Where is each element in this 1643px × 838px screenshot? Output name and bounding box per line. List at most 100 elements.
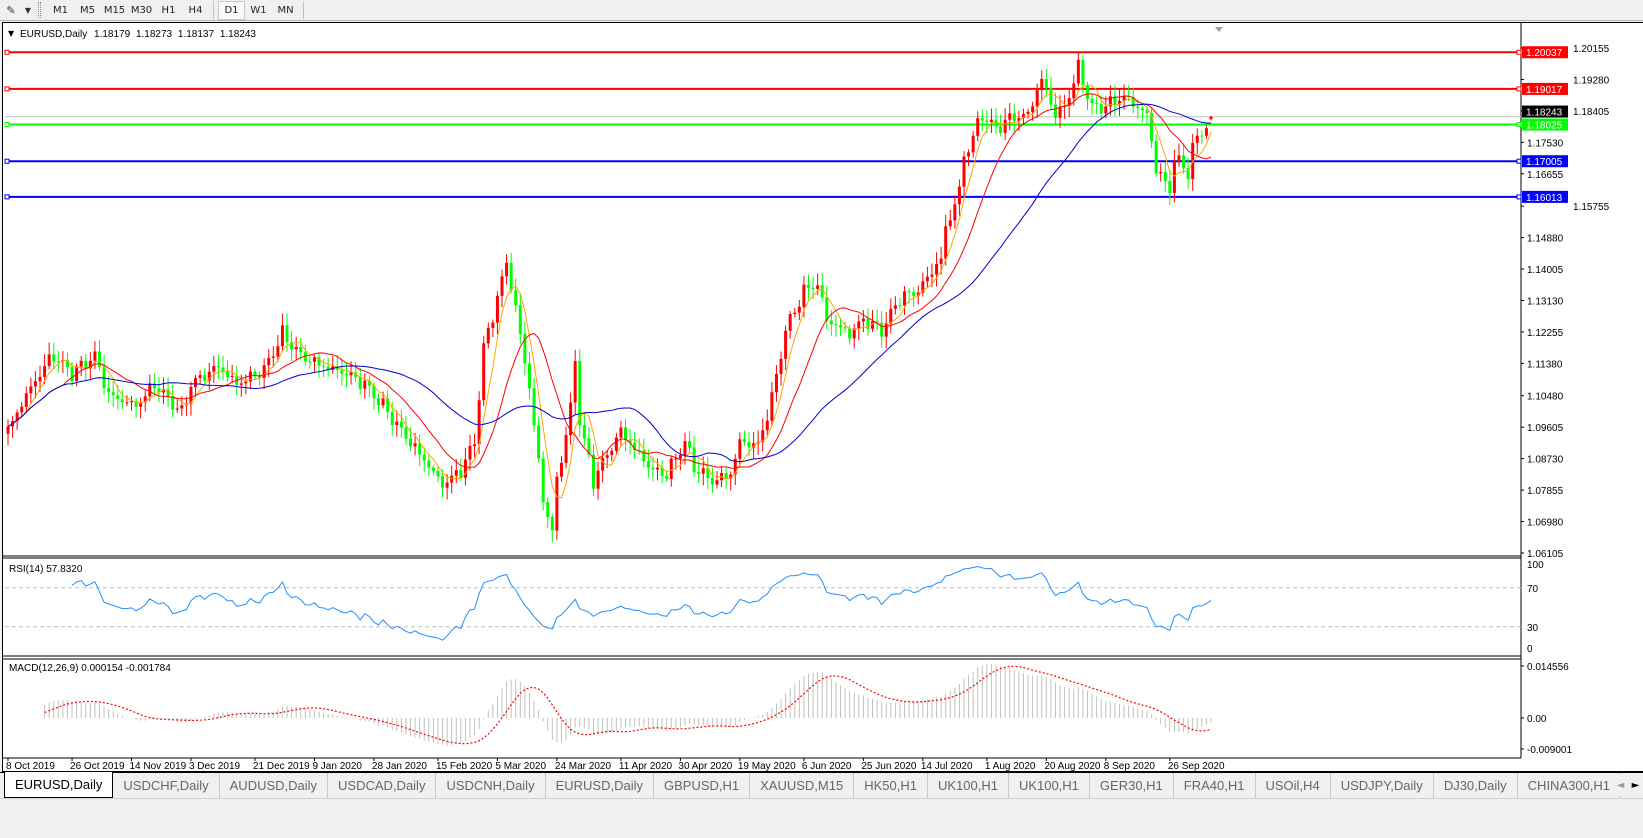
candle-body bbox=[779, 358, 783, 375]
candle-body bbox=[157, 388, 161, 393]
date-tick-label: 8 Oct 2019 bbox=[6, 761, 55, 772]
chart-tab[interactable]: UK100,H1 bbox=[928, 773, 1009, 798]
collapse-arrow-icon[interactable]: ▼ bbox=[8, 29, 15, 38]
chart-tab[interactable]: GBPUSD,H1 bbox=[654, 773, 751, 798]
chart-tab[interactable]: XAUUSD,M15 bbox=[750, 773, 855, 798]
candle-body bbox=[1044, 78, 1048, 88]
timeframe-mn[interactable]: MN bbox=[277, 4, 294, 16]
candle-body bbox=[582, 425, 586, 439]
candle-body bbox=[326, 366, 330, 370]
candle-body bbox=[848, 328, 852, 339]
price-tick-label: 1.10480 bbox=[1527, 392, 1564, 403]
chart-tab[interactable]: USDCHF,Daily bbox=[113, 773, 220, 798]
chart-tab[interactable]: FRA40,H1 bbox=[1174, 773, 1256, 798]
candle-body bbox=[413, 443, 417, 447]
chart-tab[interactable]: UK100,H1 bbox=[1009, 773, 1090, 798]
candle-body bbox=[97, 351, 101, 367]
candle-body bbox=[47, 354, 51, 367]
price-tick-label: 1.14005 bbox=[1527, 265, 1564, 276]
candle-body bbox=[386, 398, 390, 412]
chart-tab[interactable]: CHINA300,H1 bbox=[1518, 773, 1622, 798]
chart-tab[interactable]: USDCNH,Daily bbox=[436, 773, 546, 798]
candle-body bbox=[267, 357, 271, 366]
candle-body bbox=[985, 120, 989, 122]
candle-body bbox=[1104, 106, 1108, 114]
chart-canvas[interactable]: 1.20155 1.19280 1.18405 1.17530 1.16655 1.157… bbox=[3, 23, 1643, 773]
level-handle-icon bbox=[4, 194, 10, 200]
chart-tab[interactable]: USOil,H4 bbox=[1256, 773, 1331, 798]
timeframe-m15[interactable]: M15 bbox=[103, 4, 126, 16]
candle-body bbox=[395, 421, 399, 425]
candle-body bbox=[1008, 113, 1012, 120]
candle-body bbox=[930, 274, 934, 277]
candle-body bbox=[477, 400, 481, 445]
candle-body bbox=[1108, 96, 1112, 107]
timeframe-m5[interactable]: M5 bbox=[80, 4, 95, 16]
scroll-left-icon[interactable]: ◄ bbox=[1616, 779, 1625, 791]
candle-body bbox=[962, 156, 966, 187]
candle-body bbox=[203, 375, 207, 381]
toolbar-separator bbox=[303, 1, 304, 19]
chart-window[interactable]: 1.20155 1.19280 1.18405 1.17530 1.16655 1.157… bbox=[2, 22, 1643, 772]
candle-body bbox=[436, 470, 440, 477]
date-tick-label: 11 Apr 2020 bbox=[619, 761, 673, 772]
chart-tab[interactable]: GER30,H1 bbox=[1090, 773, 1174, 798]
candle-body bbox=[674, 458, 678, 460]
timeframe-h4[interactable]: H4 bbox=[188, 4, 203, 16]
candle-body bbox=[367, 380, 371, 386]
candle-body bbox=[226, 371, 230, 377]
chart-tab[interactable]: DJ30,Daily bbox=[1434, 773, 1518, 798]
candle-body bbox=[358, 377, 362, 389]
timeframe-w1[interactable]: W1 bbox=[250, 4, 267, 16]
moving-average-line bbox=[7, 93, 1212, 469]
candle-body bbox=[505, 262, 509, 277]
level-price-label: 1.16013 bbox=[1526, 193, 1563, 204]
candle-body bbox=[852, 328, 856, 339]
candle-body bbox=[591, 454, 595, 489]
chart-tab[interactable]: AUDUSD,Daily bbox=[220, 773, 329, 798]
candle-body bbox=[550, 516, 554, 531]
candle-body bbox=[299, 346, 303, 353]
candle-body bbox=[1090, 98, 1094, 104]
price-tick-label: 1.08730 bbox=[1527, 455, 1564, 466]
candle-body bbox=[820, 285, 824, 298]
candle-body bbox=[788, 314, 792, 331]
candle-body bbox=[514, 290, 518, 306]
candle-body bbox=[628, 439, 632, 443]
dropdown-arrow-icon[interactable]: ▼ bbox=[24, 5, 32, 15]
candle-body bbox=[825, 297, 829, 321]
candle-body bbox=[248, 371, 252, 382]
toolbar-separator bbox=[213, 1, 214, 19]
candle-body bbox=[143, 396, 147, 403]
candle-body bbox=[834, 324, 838, 326]
price-tick-label: 1.11380 bbox=[1527, 359, 1563, 370]
chart-tab[interactable]: USDCAD,Daily bbox=[328, 773, 437, 798]
candle-body bbox=[216, 366, 220, 368]
candle-body bbox=[468, 445, 472, 460]
toolbar-grip[interactable] bbox=[38, 2, 41, 18]
candle-body bbox=[569, 402, 573, 436]
moving-average-line bbox=[7, 103, 1212, 462]
chart-tab[interactable]: USDJPY,Daily bbox=[1331, 773, 1434, 798]
candle-body bbox=[1095, 103, 1099, 105]
candle-body bbox=[1140, 108, 1144, 111]
chart-shift-marker-icon[interactable] bbox=[1215, 27, 1223, 32]
candle-body bbox=[427, 460, 431, 468]
timeframe-m1[interactable]: M1 bbox=[53, 4, 68, 16]
chart-tab[interactable]: HK50,H1 bbox=[854, 773, 928, 798]
timeframe-d1[interactable]: D1 bbox=[218, 0, 245, 20]
candle-body bbox=[38, 376, 42, 382]
candle-body bbox=[1063, 106, 1067, 108]
chart-tab[interactable]: EURUSD,Daily bbox=[546, 773, 654, 798]
level-handle-icon bbox=[1516, 49, 1522, 55]
candle-body bbox=[221, 367, 225, 372]
chart-tab[interactable]: EURUSD,Daily bbox=[4, 772, 114, 798]
timeframe-m30[interactable]: M30 bbox=[130, 4, 153, 16]
line-tools-icon[interactable]: ✎ bbox=[6, 3, 16, 17]
candle-body bbox=[976, 118, 980, 136]
candle-body bbox=[70, 367, 74, 382]
candle-body bbox=[587, 438, 591, 455]
timeframe-h1[interactable]: H1 bbox=[161, 4, 176, 16]
scroll-right-icon[interactable]: ► bbox=[1631, 779, 1640, 791]
chart-tabs: EURUSD,Daily USDCHF,Daily AUDUSD,Daily USDC… bbox=[0, 772, 1643, 798]
